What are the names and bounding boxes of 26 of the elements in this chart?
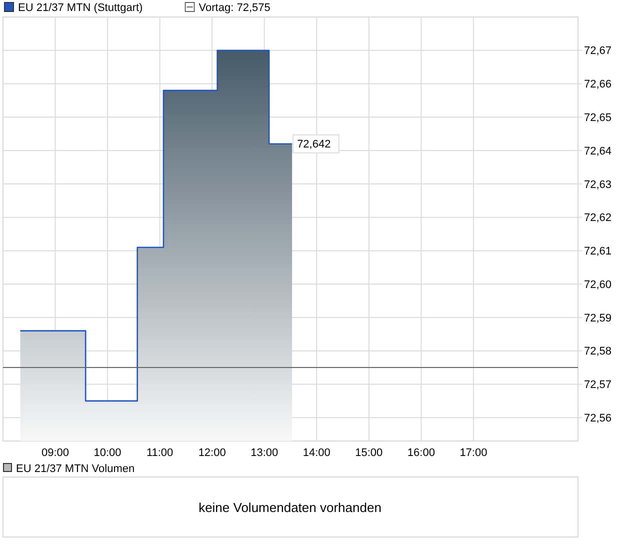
y-tick-label: 72,67 xyxy=(584,45,612,58)
y-tick-label: 72,58 xyxy=(584,346,612,358)
x-tick-label: 11:00 xyxy=(146,447,174,459)
legend-label: EU 21/37 MTN (Stuttgart) xyxy=(18,2,143,14)
x-tick-label: 09:00 xyxy=(42,447,70,459)
x-tick-label: 16:00 xyxy=(407,447,435,459)
x-tick-label: 14:00 xyxy=(302,447,330,459)
y-tick-label: 72,59 xyxy=(584,312,612,324)
y-tick-label: 72,64 xyxy=(584,145,612,158)
x-tick-label: 12:00 xyxy=(198,447,226,459)
y-tick-label: 72,62 xyxy=(584,212,612,224)
x-tick-label: 17:00 xyxy=(460,447,488,459)
text: keine Volumendaten vorhanden xyxy=(198,500,382,515)
y-tick-label: 72,56 xyxy=(584,412,612,424)
x-tick-label: 15:00 xyxy=(355,447,383,459)
text: EU 21/37 MTN Volumen xyxy=(16,463,135,475)
y-tick-label: 72,66 xyxy=(584,78,612,91)
y-tick-label: 72,65 xyxy=(584,112,612,124)
y-tick-label: 72,60 xyxy=(584,278,612,291)
x-tick-label: 13:00 xyxy=(250,447,278,459)
y-tick-label: 72,63 xyxy=(584,178,612,191)
y-tick-label: 72,57 xyxy=(584,379,612,392)
y-tick-label: 72,61 xyxy=(584,246,612,258)
annotation: 72,642 xyxy=(297,138,331,151)
legend-label: Vortag: 72,575 xyxy=(198,2,270,14)
x-tick-label: 10:00 xyxy=(94,447,122,459)
